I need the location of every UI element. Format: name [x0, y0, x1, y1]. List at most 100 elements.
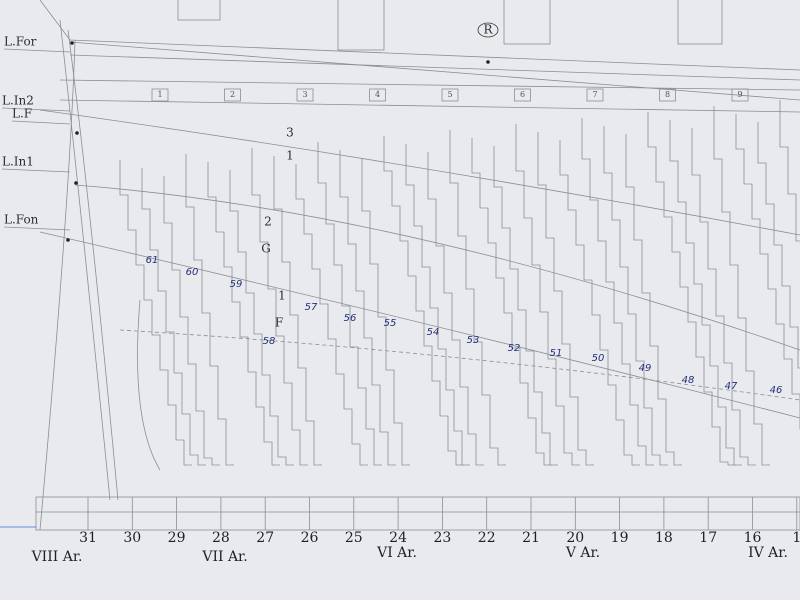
plank-number: 49 — [639, 363, 652, 374]
plank-number: 61 — [146, 255, 159, 266]
marker-circle — [477, 22, 499, 38]
plank-letter: G — [261, 242, 271, 256]
top-box — [296, 88, 314, 102]
top-number: 2 — [230, 90, 235, 99]
line — [39, 109, 800, 236]
section-label: V Ar. — [565, 545, 600, 561]
plank-seam — [273, 156, 322, 466]
line — [74, 184, 800, 351]
top-box — [514, 88, 531, 102]
waterline-leader — [3, 48, 71, 53]
top-number: 5 — [447, 90, 452, 99]
dot — [70, 41, 74, 45]
planking — [1, 48, 800, 530]
frame-number: 30 — [123, 530, 141, 546]
plank-seam — [119, 160, 192, 466]
top-box — [586, 88, 604, 102]
frame-number: 22 — [478, 530, 496, 546]
plank-number: 50 — [592, 353, 605, 364]
dot — [75, 131, 79, 135]
frame-number: 1 — [792, 530, 800, 546]
frame-number: 31 — [79, 530, 97, 546]
section-label: VIII Ar. — [31, 549, 83, 565]
top-box — [441, 88, 459, 102]
window — [677, 0, 723, 45]
plank-seam — [581, 118, 654, 466]
top-box — [731, 88, 749, 102]
line — [39, 231, 800, 419]
frame-number: 20 — [566, 530, 584, 546]
frame-number: 24 — [389, 530, 407, 546]
stem — [137, 299, 161, 471]
plank-seam — [229, 170, 294, 466]
plank-number: 56 — [344, 313, 357, 324]
plank-seam — [515, 124, 580, 466]
frame-number: 29 — [168, 530, 186, 546]
plank-number: 57 — [305, 302, 318, 313]
top-number: 8 — [665, 90, 670, 99]
top-box — [369, 88, 386, 102]
waterline-label: L.In1 — [2, 155, 34, 169]
frame-number: 19 — [611, 530, 629, 546]
top-box — [659, 88, 676, 102]
plank-seam — [207, 162, 280, 466]
frame-number: 25 — [345, 530, 363, 546]
top-box — [224, 88, 241, 102]
frame-number: 18 — [655, 530, 673, 546]
line — [69, 41, 800, 101]
line — [69, 54, 800, 81]
top-number: 1 — [157, 90, 162, 99]
waterline-label: L.Fon — [4, 213, 39, 227]
window — [177, 0, 221, 21]
keel — [35, 496, 800, 531]
dot — [74, 181, 78, 185]
marker-label: R — [483, 23, 493, 37]
plank-number: 51 — [550, 348, 563, 359]
plank-seam — [185, 154, 234, 466]
dot — [66, 238, 70, 242]
top-number: 3 — [302, 90, 307, 99]
line — [59, 79, 800, 91]
plank-seam — [317, 142, 382, 466]
plank-number: 58 — [263, 336, 276, 347]
plank-seam — [647, 112, 736, 466]
plank-number: 59 — [230, 279, 243, 290]
frame-number: 21 — [522, 530, 540, 546]
plank-number: 60 — [186, 267, 199, 278]
plank-seam — [141, 168, 206, 466]
plank-letter: 1 — [278, 289, 286, 303]
waterline-label: L.F — [12, 107, 32, 121]
dot — [486, 60, 490, 64]
line — [59, 99, 800, 113]
frame-number: 27 — [256, 530, 274, 546]
frame-number: 28 — [212, 530, 230, 546]
top-number: 7 — [592, 90, 597, 99]
stem — [39, 39, 76, 531]
plank-number: 55 — [384, 318, 397, 329]
waterline-leader — [1, 168, 71, 173]
plank-seam — [559, 140, 640, 466]
plank-seam — [779, 100, 800, 242]
window — [503, 0, 551, 45]
plank-seam — [295, 164, 368, 466]
plank-seam — [735, 114, 800, 430]
plank-number: 54 — [427, 327, 440, 338]
plank-letter: 3 — [286, 126, 294, 140]
plank-seam — [691, 128, 756, 466]
top-number: 6 — [520, 90, 525, 99]
top-box — [151, 88, 169, 102]
plank-seam — [361, 158, 410, 466]
plank-seam — [383, 136, 464, 466]
window — [337, 0, 385, 51]
section-label: VI Ar. — [376, 545, 417, 561]
plank-seam — [427, 152, 484, 466]
structure — [0, 0, 800, 531]
plank-seam — [163, 176, 220, 466]
plank-seam — [339, 150, 396, 466]
plank-seam — [669, 120, 742, 466]
waterline-label: L.For — [4, 35, 37, 49]
frame-number: 26 — [301, 530, 319, 546]
top-number: 9 — [737, 90, 742, 99]
plank-letter: 1 — [286, 149, 294, 163]
